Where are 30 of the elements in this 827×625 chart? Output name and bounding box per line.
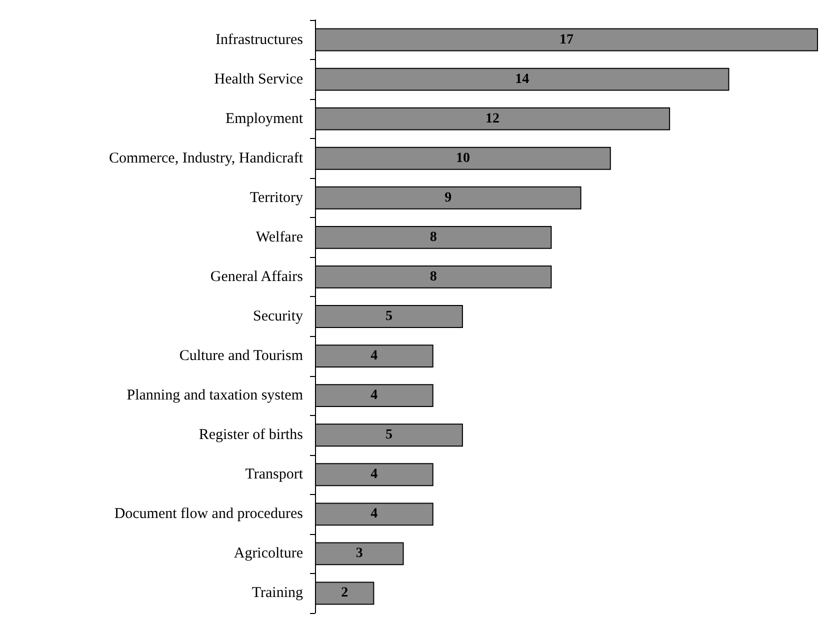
y-tick-label: Welfare [256,229,304,246]
data-label: 17 [560,32,574,48]
y-tick-label: Infrastructures [216,32,304,48]
data-label: 8 [430,269,437,284]
y-tick-label: Register of births [198,427,304,444]
data-label: 12 [486,111,500,126]
data-label: 4 [370,348,378,364]
data-label: 4 [370,467,378,482]
y-tick-label: Transport [245,466,304,483]
y-tick-label: Planning and taxation system [126,388,304,404]
data-label: 5 [385,309,392,324]
y-tick-label: Territory [250,190,304,206]
data-label: 3 [356,546,363,562]
data-label: 8 [430,230,437,245]
data-label: 4 [370,506,378,522]
data-label: 2 [341,586,348,601]
data-label: 14 [515,72,530,87]
y-tick-label: Employment [226,110,304,127]
y-tick-label: Commerce, Industry, Handicraft [109,150,304,166]
data-label: 4 [370,388,378,404]
y-tick-label: General Affairs [210,268,304,285]
y-tick-label: Culture and Tourism [179,348,304,364]
y-tick-label: Security [253,308,304,324]
data-label: 10 [456,150,470,166]
y-tick-label: Training [252,585,304,602]
y-tick-label: Agricolture [234,546,304,562]
data-label: 9 [444,190,452,206]
y-tick-label: Document flow and procedures [114,506,304,522]
y-tick-label: Health Service [214,71,304,88]
data-label: 5 [385,428,392,443]
